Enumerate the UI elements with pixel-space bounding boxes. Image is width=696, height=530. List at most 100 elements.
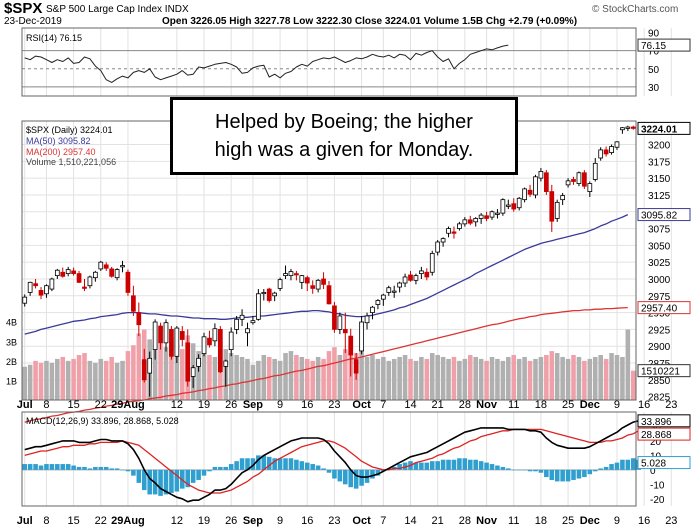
volume-bar	[625, 329, 631, 400]
volume-bar	[598, 355, 603, 400]
candle-body	[375, 300, 381, 305]
x-tick-label: 12	[171, 515, 183, 527]
candle-body	[27, 281, 33, 293]
volume-legend: Volume 1,510,221,056	[26, 157, 117, 167]
candle-body	[609, 146, 614, 153]
volume-bar	[315, 356, 321, 400]
macd-histogram-bar	[435, 461, 440, 470]
x-tick-label: 25	[562, 399, 574, 411]
hist-value-tag-box	[637, 456, 691, 470]
volume-value-tag-box	[637, 364, 691, 378]
candle-body	[353, 359, 359, 374]
panel-frame	[21, 27, 637, 97]
candle-body	[603, 149, 609, 155]
candle-body	[614, 141, 620, 148]
volume-bar	[98, 358, 104, 400]
candle-body	[516, 197, 522, 209]
candle-body	[473, 218, 479, 223]
candle-body	[125, 271, 131, 293]
volume-bar	[180, 349, 185, 400]
macd-histogram-bar	[620, 459, 625, 470]
macd-histogram-bar	[76, 466, 82, 470]
macd-histogram-bar	[353, 469, 359, 489]
rsi-legend: RSI(14) 76.15	[26, 33, 83, 43]
candle-body	[33, 283, 38, 287]
macd-histogram-bar	[44, 464, 49, 470]
macd-histogram-bar	[169, 469, 174, 493]
ohlc-summary: Open 3226.05 High 3227.78 Low 3222.30 Cl…	[162, 16, 578, 27]
x-tick-label: 9	[277, 515, 283, 527]
annotation-callout: Helped by Boeing; the higher high was a …	[170, 97, 518, 175]
y-tick-label: 3175	[648, 157, 671, 168]
x-tick-label: 8	[43, 515, 49, 527]
chart-date: 23-Dec-2019	[4, 16, 62, 27]
macd-histogram-bar	[413, 462, 419, 470]
candle-body	[500, 199, 506, 214]
volume-bar	[408, 358, 413, 400]
volume-bar	[489, 356, 495, 400]
candlesticks	[22, 125, 636, 397]
x-tick-label: 25	[562, 515, 574, 527]
macd-histogram-bar	[592, 469, 598, 472]
macd-histogram-bar	[582, 469, 587, 478]
candle-body	[256, 293, 261, 320]
volume-bar	[571, 355, 576, 400]
candle-body	[223, 360, 229, 367]
rsi-tick-label: 30	[648, 83, 660, 94]
hist-value-tag: 5.028	[641, 459, 666, 470]
volume-tick-label: 2B	[6, 357, 17, 367]
candle-body	[163, 322, 169, 344]
macd-histogram-bar	[457, 458, 462, 470]
macd-histogram-bar	[234, 461, 239, 470]
volume-bar	[582, 360, 587, 400]
macd-histogram-bar	[239, 458, 245, 470]
candle-body	[304, 277, 310, 284]
volume-bar	[131, 345, 136, 400]
candle-body	[217, 329, 223, 373]
volume-bar	[256, 360, 261, 400]
macd-histogram-bar	[294, 459, 299, 470]
macd-histogram-bar	[27, 464, 33, 470]
x-tick-label: 9	[614, 399, 620, 411]
macd-histogram-bar	[419, 462, 424, 470]
macd-histogram-bar	[315, 465, 321, 470]
candle-body	[120, 265, 125, 268]
volume-bar	[261, 355, 267, 400]
candle-body	[234, 318, 239, 330]
x-tick-label: Nov	[476, 515, 498, 527]
candle-body	[65, 269, 71, 275]
volume-bar	[359, 349, 364, 400]
macd-histogram-bar	[370, 469, 375, 479]
candle-body	[299, 275, 305, 283]
candle-body	[424, 271, 430, 278]
candle-body	[310, 285, 316, 289]
macd-histogram-bar	[375, 469, 381, 476]
volume-bar	[516, 358, 522, 400]
rsi-value-tag: 76.15	[641, 41, 666, 52]
volume-bar	[419, 356, 424, 400]
brand-watermark: © StockCharts.com	[592, 4, 679, 15]
candle-body	[22, 296, 28, 304]
macd-histogram-bar	[533, 469, 538, 472]
macd-histogram-bar	[120, 469, 125, 471]
volume-bar	[163, 347, 169, 400]
macd-histogram-bar	[185, 469, 191, 488]
x-tick-label: Nov	[476, 399, 498, 411]
candle-body	[538, 171, 544, 179]
candle-body	[576, 172, 582, 184]
macd-histogram-bar	[462, 458, 468, 470]
candle-body	[489, 211, 495, 218]
y-tick-label: 3125	[648, 191, 671, 202]
volume-bar	[44, 360, 49, 400]
macd-tick-label: -20	[650, 495, 665, 506]
volume-bar	[234, 355, 239, 400]
macd-histogram-bar	[55, 464, 60, 470]
volume-bar	[609, 353, 614, 400]
macd-histogram-bar	[212, 466, 218, 470]
macd-histogram-bar	[283, 458, 288, 470]
candle-body	[239, 314, 245, 320]
macd-histogram-bar	[603, 466, 609, 470]
volume-bar	[304, 358, 310, 400]
x-tick-label: 11	[508, 399, 519, 411]
